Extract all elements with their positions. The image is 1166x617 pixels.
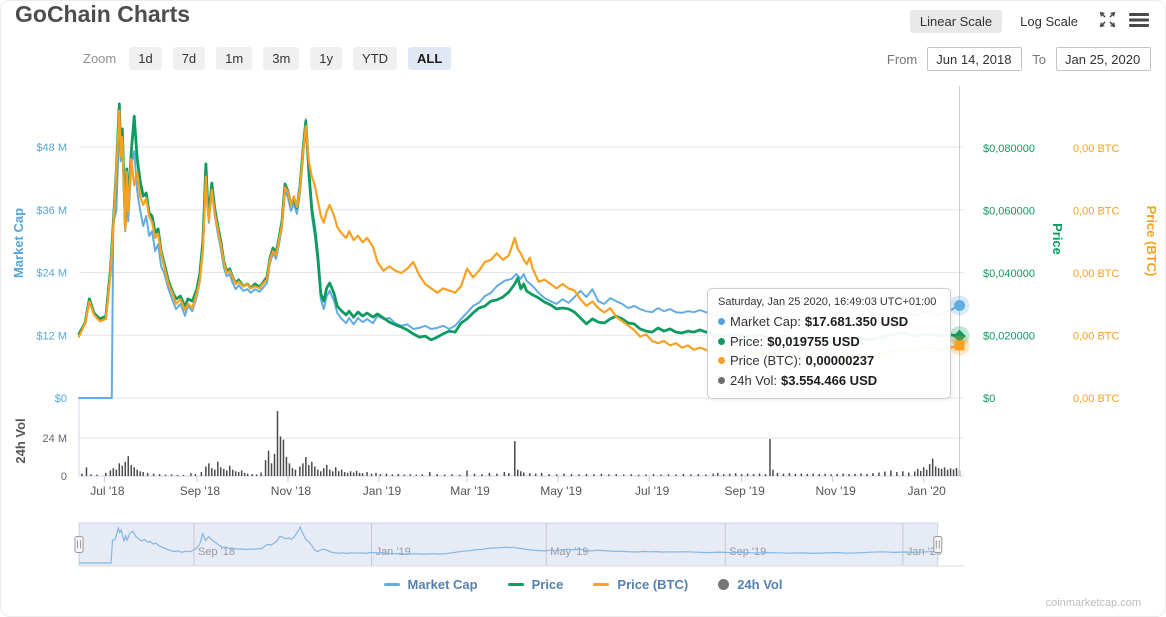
expand-icon [1098,10,1117,32]
to-date-input[interactable] [1056,47,1151,71]
svg-text:24 M: 24 M [43,433,67,445]
price-btc-dot-icon [718,357,725,365]
svg-text:$0: $0 [55,393,67,405]
zoom-ytd-button[interactable]: YTD [353,47,398,70]
price-btc-axis-title: Price (BTC) [1144,206,1159,277]
svg-text:May '19: May '19 [550,546,588,558]
svg-text:$0,040000: $0,040000 [983,268,1035,280]
svg-text:Jul '19: Jul '19 [635,484,670,498]
tooltip-row-price: Price: $0,019755 USD [718,332,940,352]
navigator-left-handle[interactable] [74,536,84,553]
navigator-selection[interactable] [78,522,939,567]
navigator-series-line [79,525,938,564]
zoom-3m-button[interactable]: 3m [263,47,300,70]
page-title: GoChain Charts [15,1,191,27]
svg-text:$0: $0 [983,393,995,405]
scale-toggle-group: Linear Scale Log Scale [909,8,1151,34]
svg-text:0,00 BTC: 0,00 BTC [1073,143,1120,155]
x-axis: Jul '18 Sep '18 Nov '18 Jan '19 Mar '19 May '… [90,476,946,498]
svg-text:$36 M: $36 M [36,205,67,217]
svg-text:Sep '19: Sep '19 [724,484,765,498]
svg-text:0,00 BTC: 0,00 BTC [1073,268,1120,280]
hamburger-menu-icon [1129,12,1149,31]
svg-text:0,00 BTC: 0,00 BTC [1073,331,1120,343]
svg-text:Jul '18: Jul '18 [90,484,125,498]
from-date-input[interactable] [927,47,1023,71]
svg-text:Nov '18: Nov '18 [271,484,312,498]
svg-text:Jan '19: Jan '19 [363,484,402,498]
zoom-all-button[interactable]: ALL [408,47,452,70]
chart-toolbar: Zoom 1d 7d 1m 3m 1y YTD ALL From To [1,47,1165,73]
chart-menu-button[interactable] [1127,10,1151,33]
chart-tooltip: Saturday, Jan 25 2020, 16:49:03 UTC+01:0… [707,288,951,399]
svg-text:0,00 BTC: 0,00 BTC [1073,206,1120,218]
svg-text:$12 M: $12 M [36,330,67,342]
tooltip-row-market-cap: Market Cap: $17.681.350 USD [718,312,940,332]
watermark-credit: coinmarketcap.com [1045,597,1141,609]
zoom-1y-button[interactable]: 1y [310,47,343,70]
svg-text:0: 0 [61,471,67,483]
volume-axis-title: 24h Vol [13,418,28,463]
svg-text:$0,020000: $0,020000 [983,331,1035,343]
volume-bars [81,411,961,476]
svg-text:0,00 BTC: 0,00 BTC [1073,393,1120,405]
svg-text:Jan '19: Jan '19 [376,546,411,558]
zoom-label: Zoom [83,51,117,66]
price-dot-icon [718,337,725,345]
svg-text:$0,060000: $0,060000 [983,206,1035,218]
legend-item-volume[interactable]: 24h Vol [718,577,782,592]
market-cap-dot-icon [718,318,725,326]
log-scale-button[interactable]: Log Scale [1010,10,1088,33]
svg-text:Sep '18: Sep '18 [180,484,221,498]
svg-text:May '19: May '19 [540,484,582,498]
tooltip-row-price-btc: Price (BTC): 0,00000237 [718,351,940,371]
market-cap-line-icon [383,583,400,586]
zoom-1m-button[interactable]: 1m [216,47,253,70]
svg-text:$48 M: $48 M [36,142,67,154]
tooltip-row-volume: 24h Vol: $3.554.466 USD [718,371,940,391]
price-line-icon [507,583,524,586]
from-label: From [886,51,918,67]
fullscreen-button[interactable] [1096,8,1119,34]
date-range-group: From To [887,47,1151,71]
volume-dot-icon [718,376,725,384]
linear-scale-button[interactable]: Linear Scale [909,9,1003,33]
tooltip-timestamp: Saturday, Jan 25 2020, 16:49:03 UTC+01:0… [718,296,937,308]
svg-text:Mar '19: Mar '19 [450,484,490,498]
market-cap-line [78,118,961,399]
svg-text:$24 M: $24 M [36,268,67,280]
navigator[interactable]: Sep '18 Jan '19 May '19 Sep '19 Jan '20 [74,522,964,567]
zoom-7d-button[interactable]: 7d [172,47,206,70]
svg-text:Jan '20: Jan '20 [908,484,947,498]
legend-item-market-cap[interactable]: Market Cap [383,577,478,592]
svg-text:Nov '19: Nov '19 [816,484,857,498]
zoom-1d-button[interactable]: 1d [129,47,162,70]
to-label: To [1032,51,1046,67]
market-cap-marker [949,295,970,316]
legend-item-price[interactable]: Price [507,577,563,592]
market-cap-axis-title: Market Cap [11,208,26,278]
y-axis-labels: $0 $12 M $24 M $36 M $48 M $0 $0,020000 $0,0400… [36,142,1119,483]
price-btc--line [77,109,961,360]
legend-item-price-btc[interactable]: Price (BTC) [593,577,688,592]
price-btc--marker [949,335,970,356]
price-btc-line-icon [593,583,610,586]
volume-circle-icon [718,579,730,590]
price-axis-title: Price [1050,223,1065,255]
zoom-button-group: Zoom 1d 7d 1m 3m 1y YTD ALL [83,47,452,70]
svg-text:Sep '18: Sep '18 [198,546,235,558]
svg-text:$0,080000: $0,080000 [983,143,1035,155]
chart-legend: Market Cap Price Price (BTC) 24h Vol [1,577,1165,592]
navigator-right-handle[interactable] [933,536,943,553]
